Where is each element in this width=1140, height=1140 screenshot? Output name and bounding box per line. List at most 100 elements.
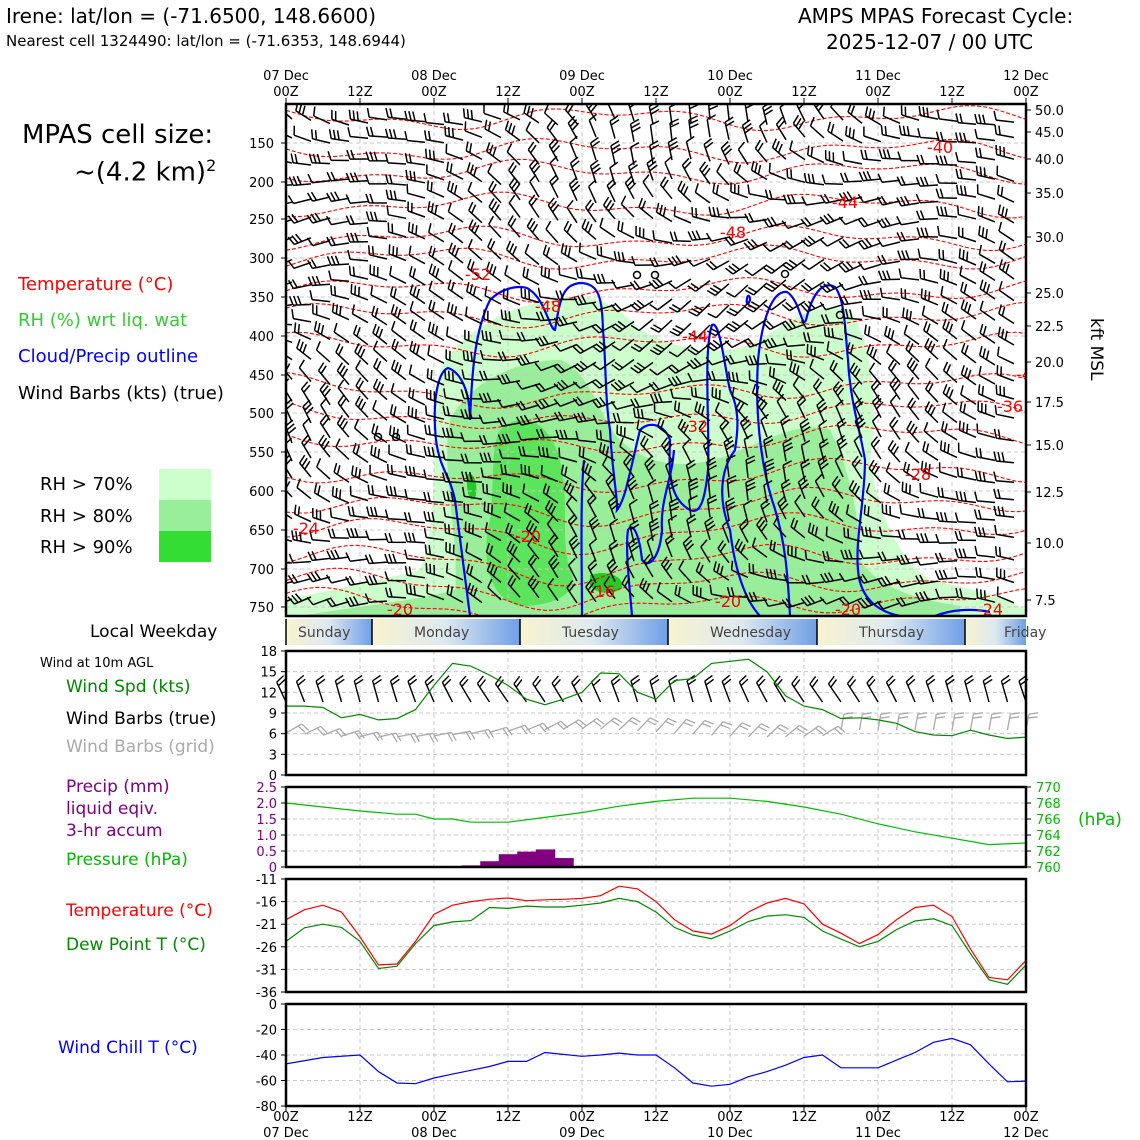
wind-barb <box>822 550 844 563</box>
wind-barb <box>809 358 825 380</box>
wind-barb <box>786 168 806 184</box>
wind-barb <box>812 378 825 402</box>
wind-barb <box>920 460 939 479</box>
pressure-unit-label: (hPa) <box>1078 810 1122 830</box>
wind-barb <box>917 128 939 140</box>
wind-barb <box>705 232 730 242</box>
wind-barb <box>806 343 825 361</box>
wind-barb <box>773 515 787 538</box>
temperature-contour <box>286 400 1026 429</box>
wind-barb <box>365 211 388 223</box>
wind-barb <box>408 245 426 265</box>
wind-barb-grid <box>729 722 751 737</box>
wind-barb <box>726 302 749 317</box>
wind-barb <box>404 565 426 579</box>
wind-barb <box>955 587 977 600</box>
wind-barb <box>902 307 920 326</box>
wind-barb <box>351 465 369 484</box>
wind-barb <box>915 556 939 566</box>
y-tick-label: 0 <box>269 998 277 1013</box>
wind-barb <box>907 397 920 421</box>
wind-barb <box>800 439 811 464</box>
cell-size-value: ~(4.2 km)2 <box>74 156 216 188</box>
temperature-contour <box>286 586 1026 616</box>
wind-barb <box>878 148 901 160</box>
y-tick-label: 1.5 <box>256 813 277 828</box>
wind-barb <box>330 285 350 300</box>
pressure-tick-label: 200 <box>249 176 274 191</box>
height-tick-label: 35.0 <box>1035 187 1064 202</box>
wind-barb <box>800 217 825 228</box>
wind-barb <box>609 161 619 186</box>
wind-barb <box>427 223 445 243</box>
wind-barb <box>537 287 559 301</box>
wind-barb <box>543 104 559 126</box>
wind-barb <box>592 414 616 425</box>
y-tick-label: -40 <box>256 1049 277 1064</box>
temperature-label: -32 <box>682 417 708 436</box>
wind-barb <box>286 339 293 344</box>
local-weekday-label: Local Weekday <box>90 622 218 642</box>
wind-barb <box>754 139 768 163</box>
wind-barb <box>364 574 388 586</box>
wind-barb-grid <box>969 712 983 731</box>
wind-barb <box>507 575 521 598</box>
wind-barb <box>534 413 559 423</box>
wind-barb <box>293 125 312 143</box>
wind-barb <box>483 104 502 120</box>
wind-barb <box>407 221 426 240</box>
wind-barb <box>876 237 901 248</box>
pressure-tick-label: 750 <box>249 601 274 616</box>
wind-barb <box>904 441 920 464</box>
rh90-swatch <box>159 531 211 562</box>
wind-barb-grid <box>415 732 439 743</box>
wind-barb <box>720 141 733 165</box>
wind-barb <box>937 486 958 501</box>
wind-barb <box>819 261 844 272</box>
wind-barb <box>624 175 637 200</box>
wind-barb <box>979 300 996 321</box>
wind-barb <box>954 512 977 524</box>
wind-barb <box>864 106 882 126</box>
wind-barb <box>573 294 597 306</box>
nearest-cell-line: Nearest cell 1324490: lat/lon = (-71.635… <box>6 32 406 50</box>
pressure-tick-label: 770 <box>1036 781 1061 796</box>
wind-barb <box>498 448 521 460</box>
wind-barb <box>366 107 388 121</box>
wind-barb <box>404 131 426 144</box>
wind-barb <box>625 554 635 579</box>
wind-barb <box>819 281 844 293</box>
wind-barb <box>857 261 882 271</box>
wind-barb <box>765 354 787 366</box>
wind-barb <box>548 137 561 162</box>
wind-barb <box>369 464 388 481</box>
wind-barb <box>468 219 483 242</box>
wind-barb <box>705 260 730 271</box>
wind-barb <box>905 340 920 363</box>
wind-barb <box>302 417 312 442</box>
temperature-contour <box>286 277 1026 304</box>
wind-barb <box>673 206 692 224</box>
height-tick-label: 50.0 <box>1035 104 1064 119</box>
y-tick-label: 15 <box>260 666 277 681</box>
wind-barb <box>920 288 939 306</box>
wind-barb <box>337 394 350 418</box>
wind-barb <box>286 419 297 444</box>
wind-barb <box>388 425 407 444</box>
wind-barb-true <box>925 674 936 703</box>
wind-barb <box>307 173 331 184</box>
wind-barb <box>864 324 882 343</box>
wind-barb <box>385 174 407 186</box>
weekday-label: Tuesday <box>561 625 619 641</box>
wind-barb <box>725 319 749 333</box>
weekday-label: Thursday <box>858 625 924 641</box>
wind-barb <box>976 184 996 200</box>
wind-barb <box>428 245 445 266</box>
wind-barb <box>821 174 844 185</box>
wind-barb <box>320 397 331 421</box>
temperature-contour <box>286 567 1026 611</box>
wind-barb <box>288 295 312 306</box>
wind-barb <box>707 370 730 381</box>
wind-barb <box>843 527 863 543</box>
